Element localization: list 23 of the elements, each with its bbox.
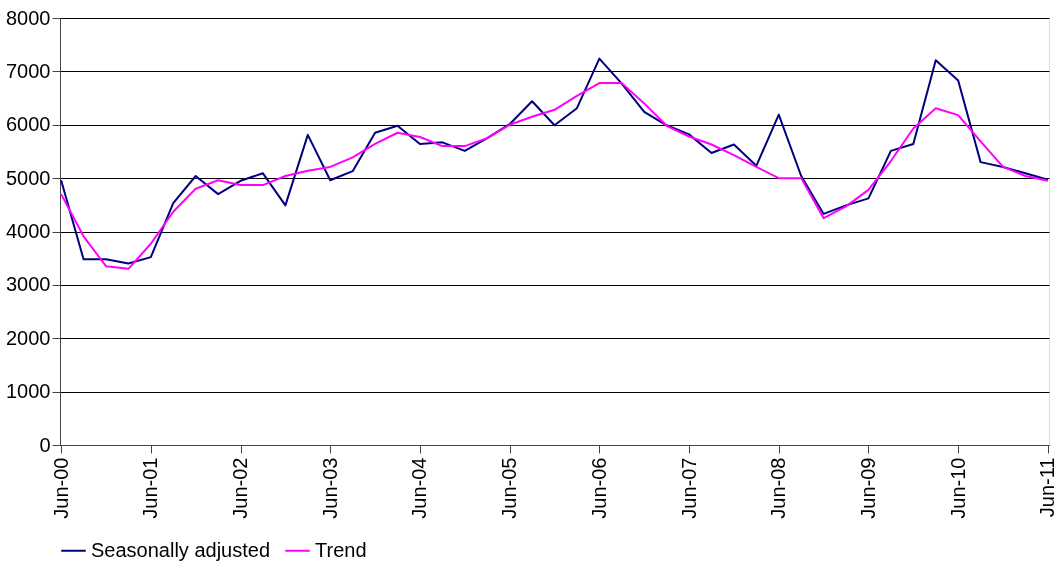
- y-tick-label: 6000: [6, 113, 51, 136]
- x-tick-label: Jun-07: [677, 457, 700, 519]
- y-tick-label: 4000: [6, 220, 51, 242]
- y-tick-label: 2000: [6, 326, 51, 349]
- y-tick-label: 1000: [6, 380, 51, 403]
- x-tick-label: Jun-10: [946, 457, 969, 519]
- y-tick-label: 8000: [6, 6, 51, 29]
- x-tick-label: Jun-00: [49, 457, 72, 519]
- y-tick-label: 3000: [6, 273, 51, 296]
- x-tick-label: Jun-02: [229, 457, 252, 519]
- x-tick-label: Jun-11: [1036, 457, 1059, 518]
- y-tick-label: 7000: [6, 59, 51, 82]
- x-tick-label: Jun-04: [408, 457, 431, 519]
- legend-label: Seasonally adjusted: [91, 538, 271, 561]
- x-tick-label: Jun-06: [587, 457, 610, 519]
- x-tick-label: Jun-01: [139, 457, 162, 519]
- x-tick-label: Jun-05: [498, 457, 521, 519]
- x-tick-label: Jun-08: [767, 457, 790, 519]
- x-tick-label: Jun-09: [856, 457, 879, 519]
- legend-label: Trend: [315, 538, 367, 561]
- y-tick-label: 5000: [6, 166, 51, 189]
- x-tick-label: Jun-03: [318, 457, 341, 519]
- y-tick-label: 0: [39, 433, 51, 456]
